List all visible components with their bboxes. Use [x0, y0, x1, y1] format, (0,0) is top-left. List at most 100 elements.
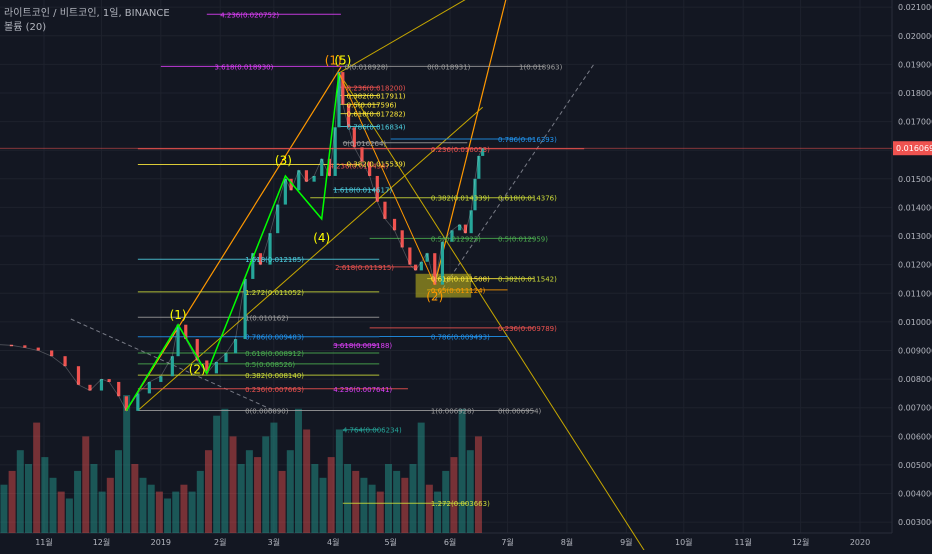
- fib-label: 0.618(0.017282): [347, 111, 406, 119]
- volume-bar: [327, 457, 335, 533]
- candle-body: [258, 253, 263, 265]
- candle-body: [346, 104, 351, 128]
- x-tick-label: 2월: [214, 537, 226, 547]
- volume-bar: [434, 491, 442, 533]
- volume-bar: [294, 408, 302, 533]
- candle-body: [205, 360, 209, 374]
- wave-label: (3): [275, 154, 292, 168]
- volume-bar: [139, 477, 147, 533]
- volume-bar: [360, 477, 368, 533]
- candle-body: [368, 161, 372, 176]
- volume-bar: [278, 470, 286, 533]
- candle-body: [473, 178, 477, 211]
- channel-top-line: [338, 0, 466, 74]
- volume-bar: [24, 464, 32, 533]
- fib-label: 1(0.010162): [245, 314, 289, 322]
- fib-label: 1.272(0.003663): [431, 500, 490, 508]
- candle-body: [184, 324, 188, 340]
- x-tick-label: 12월: [792, 537, 810, 547]
- volume-bar: [245, 450, 253, 533]
- candle-body: [312, 175, 316, 182]
- candle-body: [63, 356, 67, 367]
- fib-label: 0.236(0.009789): [498, 325, 557, 333]
- fib-label: 0.382(0.014339): [431, 195, 490, 203]
- x-tick-label: 4월: [327, 537, 339, 547]
- fib-label: 0.786(0.009493): [431, 333, 490, 341]
- volume-bar: [229, 436, 237, 533]
- volume-bar: [466, 450, 474, 533]
- volume-bar: [65, 498, 73, 533]
- volume-indicator-label: 볼륨 (20): [4, 22, 47, 33]
- x-tick-label: 2020: [850, 538, 870, 547]
- fib-label: 0.236(0.016053): [431, 146, 490, 154]
- fib-label: 4.236(0.020752): [220, 11, 279, 19]
- wave-label: (2): [426, 289, 443, 303]
- x-tick-label: 9월: [620, 537, 632, 547]
- volume-bar: [49, 477, 57, 533]
- fib-label: 1(0.006928): [431, 408, 475, 416]
- candle-body: [297, 170, 301, 191]
- candle-body: [124, 396, 128, 411]
- volume-bar: [442, 470, 450, 533]
- volume-bar: [16, 450, 24, 533]
- volume-bar: [409, 464, 417, 533]
- volume-bar: [33, 422, 41, 533]
- candle-body: [117, 381, 121, 397]
- candle-body: [136, 393, 140, 411]
- buy-zone-box: [415, 273, 472, 298]
- candle-body: [304, 170, 309, 182]
- volume-bar: [270, 422, 278, 533]
- projection-dashed-line: [434, 64, 595, 301]
- wave-label: (1): [325, 53, 342, 67]
- dashed-support-line: [70, 318, 275, 412]
- volume-bar: [155, 491, 163, 533]
- candle-body: [440, 241, 445, 285]
- volume-bar: [376, 491, 384, 533]
- volume-bar: [458, 408, 466, 533]
- volume-bar: [303, 429, 311, 533]
- candle-body: [283, 178, 287, 205]
- wave-label: (4): [313, 231, 330, 245]
- candle-body: [341, 72, 345, 105]
- candle-body: [375, 175, 379, 202]
- volume-bar: [474, 436, 482, 533]
- volume-bar: [0, 484, 8, 533]
- candle-body: [50, 350, 54, 357]
- candle-body: [224, 353, 228, 362]
- volume-bar: [114, 450, 122, 533]
- volume-bar: [286, 450, 294, 533]
- candle-body: [425, 253, 429, 262]
- volume-bar: [123, 395, 131, 533]
- volume-bar: [368, 484, 376, 533]
- volume-bar: [384, 464, 392, 533]
- candle-body: [9, 344, 14, 347]
- candle-body: [251, 253, 255, 279]
- volume-bar: [311, 464, 319, 533]
- volume-bar: [319, 477, 327, 533]
- volume-bar: [180, 484, 188, 533]
- candle-body: [400, 230, 404, 248]
- volume-bar: [57, 491, 65, 533]
- last-price-badge: [893, 141, 932, 156]
- candle-body: [383, 201, 387, 219]
- candle-body: [469, 210, 473, 234]
- candle-body: [458, 224, 462, 231]
- candle-body: [333, 127, 337, 176]
- candle-body: [36, 347, 40, 351]
- fib-label: 4.236(0.015434): [329, 163, 388, 171]
- volume-bar: [98, 491, 106, 533]
- candle-body: [337, 72, 341, 128]
- volume-bar: [131, 464, 139, 533]
- candle-body: [481, 148, 485, 156]
- volume-bar: [90, 464, 98, 533]
- x-tick-label: 11월: [734, 537, 752, 547]
- fib-label: 0(0.018928): [345, 63, 389, 71]
- last-price-label: 0.016069: [896, 144, 932, 153]
- volume-bar: [450, 457, 458, 533]
